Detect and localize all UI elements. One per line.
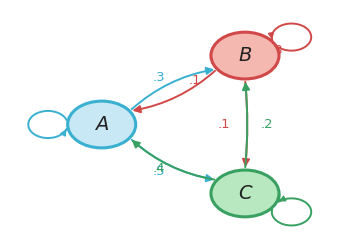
Text: .4: .4 [153, 162, 165, 175]
Text: .8: .8 [271, 44, 283, 57]
Circle shape [68, 101, 136, 148]
Text: .1: .1 [188, 74, 201, 87]
Text: .5: .5 [153, 165, 165, 178]
Circle shape [211, 32, 279, 79]
Text: .3: .3 [153, 71, 165, 84]
Text: A: A [95, 115, 108, 134]
Text: .4: .4 [271, 192, 283, 205]
Text: .2: .2 [70, 118, 83, 131]
Text: C: C [238, 184, 252, 203]
Circle shape [211, 170, 279, 217]
Text: .2: .2 [260, 118, 273, 131]
Text: .1: .1 [217, 118, 230, 131]
Text: B: B [238, 46, 252, 65]
